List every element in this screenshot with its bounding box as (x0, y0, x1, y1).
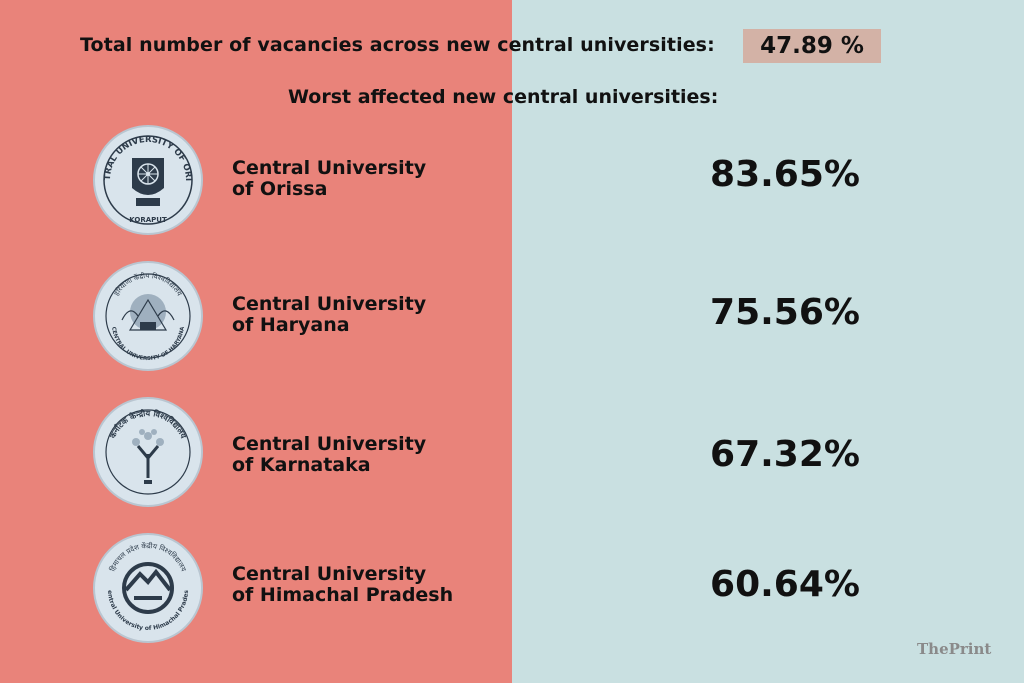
right-panel (512, 0, 1024, 683)
theprint-logo: ThePrint (917, 640, 992, 658)
university-name-line2: of Karnataka (232, 454, 371, 476)
subheading: Worst affected new central universities: (288, 86, 719, 108)
university-row-haryana: हरियाणा केंद्रीय विश्वविद्यालय CENTRAL U… (0, 260, 1024, 380)
vacancy-percentage: 83.65% (710, 154, 860, 195)
university-name: Central University of Orissa (232, 158, 426, 200)
university-name-line1: Central University (232, 563, 427, 585)
university-row-orissa: CENTRAL UNIVERSITY OF ORISSA KORAPUT Cen… (0, 124, 1024, 244)
university-name-line1: Central University (232, 293, 427, 315)
orissa-seal-logo: CENTRAL UNIVERSITY OF ORISSA KORAPUT (92, 124, 203, 235)
total-vacancy-badge: 47.89 % (743, 29, 881, 63)
himachal-pradesh-seal-logo: हिमाचल प्रदेश केंद्रीय विश्वविद्यालय Cen… (92, 532, 203, 643)
university-name-line1: Central University (232, 433, 427, 455)
university-row-himachal-pradesh: हिमाचल प्रदेश केंद्रीय विश्वविद्यालय Cen… (0, 532, 1024, 652)
university-name: Central University of Haryana (232, 294, 426, 336)
university-name-line2: of Orissa (232, 178, 328, 200)
vacancy-percentage: 75.56% (710, 292, 860, 333)
university-name-line2: of Himachal Pradesh (232, 584, 454, 606)
vacancy-percentage: 67.32% (710, 434, 860, 475)
university-name-line2: of Haryana (232, 314, 350, 336)
university-row-karnataka: कर्नाटक केन्द्रीय विश्वविद्यालय Central … (0, 396, 1024, 516)
orissa-seal-bottom-text: KORAPUT (129, 216, 167, 224)
haryana-seal-logo: हरियाणा केंद्रीय विश्वविद्यालय CENTRAL U… (93, 261, 203, 371)
left-panel (0, 0, 512, 683)
university-name-line1: Central University (232, 157, 427, 179)
university-name: Central University of Himachal Pradesh (232, 564, 453, 606)
vacancy-percentage: 60.64% (710, 564, 860, 605)
university-name: Central University of Karnataka (232, 434, 426, 476)
karnataka-seal-logo: कर्नाटक केन्द्रीय विश्वविद्यालय (93, 397, 203, 507)
headline: Total number of vacancies across new cen… (80, 34, 715, 56)
